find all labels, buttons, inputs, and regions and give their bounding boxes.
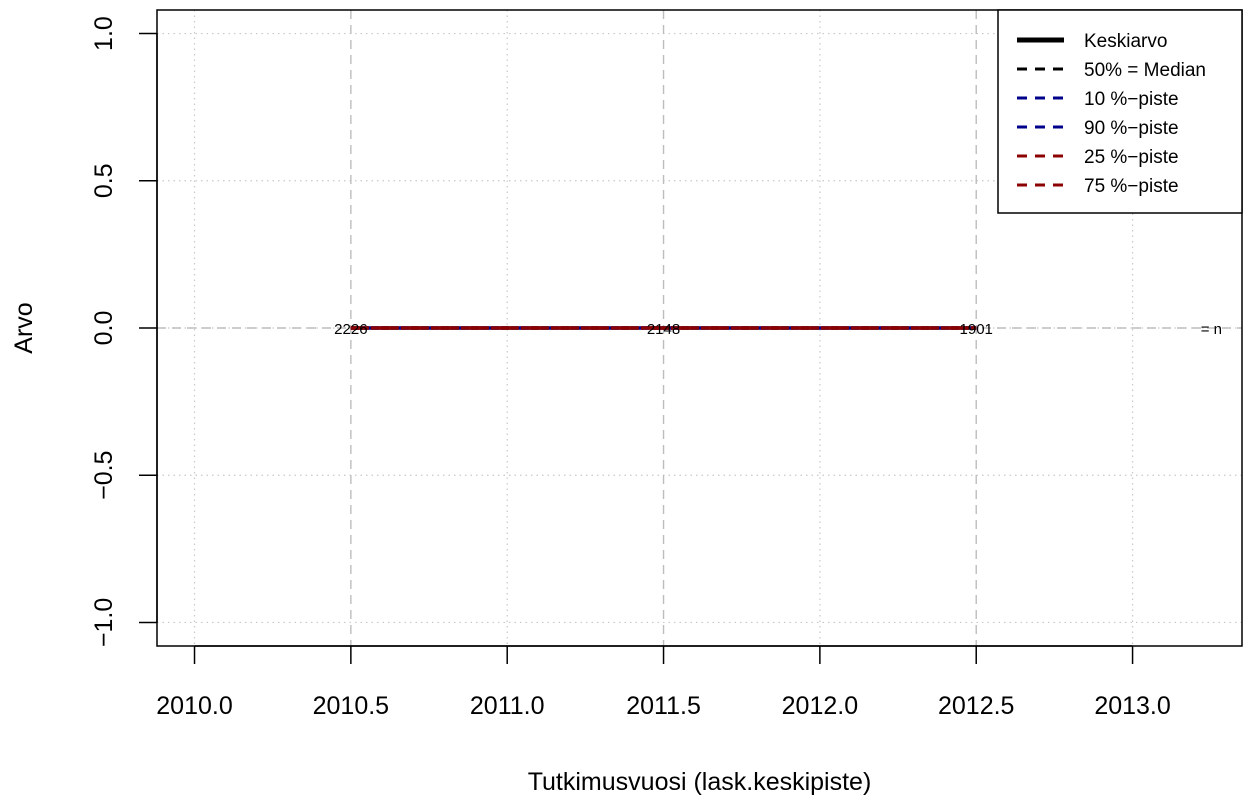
y-tick-label: −1.0	[90, 598, 118, 647]
x-tick-label: 2010.0	[156, 692, 232, 720]
legend-label: 75 %−piste	[1084, 176, 1179, 197]
legend-label: 90 %−piste	[1084, 118, 1179, 139]
x-tick-label: 2011.0	[470, 692, 545, 720]
y-tick-label: 0.0	[90, 311, 118, 346]
x-axis: 2010.0 2010.5 2011.0 2011.5 2012.0 2012.5 2013…	[156, 645, 1171, 720]
legend-label: 25 %−piste	[1084, 147, 1179, 168]
n-label-prefix: = n	[1201, 321, 1222, 338]
x-tick-label: 2013.0	[1094, 692, 1170, 720]
y-tick-label: 0.5	[90, 163, 118, 198]
y-tick-label: 1.0	[90, 16, 118, 51]
legend-box	[997, 9, 1243, 214]
y-axis-title: Arvo	[10, 302, 38, 353]
legend: Keskiarvo 50% = Median 10 %−piste 90 %−pist…	[997, 9, 1243, 214]
x-tick-label: 2012.0	[782, 692, 858, 720]
x-axis-title: Tutkimusvuosi (lask.keskipiste)	[528, 768, 872, 796]
n-label-layer: 2226 2148 1901 = n	[334, 321, 1222, 338]
n-label: 2226	[334, 321, 367, 338]
legend-label: 10 %−piste	[1084, 89, 1179, 110]
n-label: 2148	[647, 321, 680, 338]
legend-label: Keskiarvo	[1084, 31, 1167, 52]
n-label: 1901	[960, 321, 993, 338]
x-tick-label: 2010.5	[313, 692, 389, 720]
x-tick-label: 2011.5	[626, 692, 701, 720]
x-tick-label: 2012.5	[938, 692, 1014, 720]
legend-label: 50% = Median	[1084, 60, 1206, 81]
y-tick-label: −0.5	[90, 451, 118, 500]
y-axis: −1.0 −0.5 0.0 0.5 1.0	[90, 16, 158, 647]
